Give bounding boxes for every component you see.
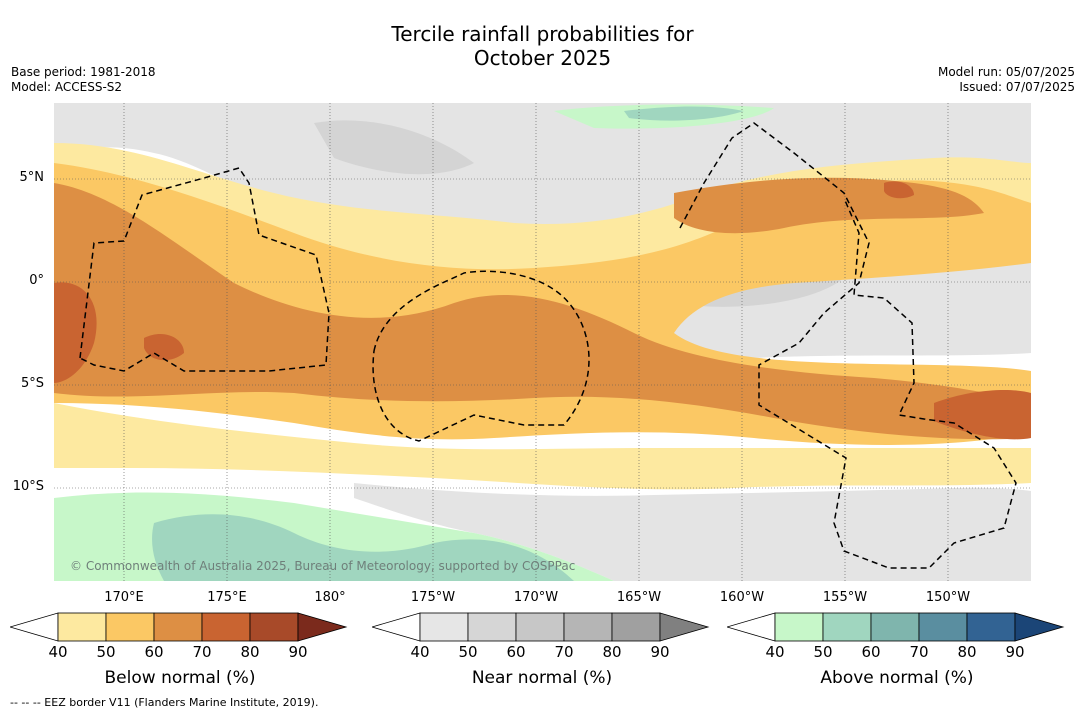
cbar3-tick-90: 90 bbox=[1005, 643, 1025, 661]
cbar3-tick-50: 50 bbox=[813, 643, 833, 661]
below-normal-60 bbox=[54, 183, 1031, 440]
cbar2-tick-40: 40 bbox=[410, 643, 430, 661]
cbar2-tick-60: 60 bbox=[506, 643, 526, 661]
cbar1-tick-50: 50 bbox=[96, 643, 116, 661]
eez-note: -- -- -- EEZ border V11 (Flanders Marine… bbox=[10, 696, 319, 709]
colorbar-below-normal-svg bbox=[8, 612, 348, 642]
lon-tick-155w: 155°W bbox=[822, 590, 868, 605]
rainfall-probability-map bbox=[54, 103, 1031, 581]
cbar1-tick-90: 90 bbox=[288, 643, 308, 661]
lon-tick-175e: 175°E bbox=[207, 590, 247, 605]
meta-left: Base period: 1981-2018 Model: ACCESS-S2 bbox=[11, 65, 156, 95]
lon-tick-180: 180° bbox=[314, 590, 346, 605]
issued-text: Issued: 07/07/2025 bbox=[959, 80, 1075, 94]
cbar3-tick-80: 80 bbox=[957, 643, 977, 661]
map-canvas bbox=[54, 103, 1031, 581]
map-gridlines bbox=[54, 103, 1031, 581]
lat-tick-5n: 5°N bbox=[19, 170, 45, 185]
below-normal-70-north bbox=[884, 181, 914, 199]
lon-tick-150w: 150°W bbox=[925, 590, 971, 605]
lon-tick-160w: 160°W bbox=[719, 590, 765, 605]
cbar1-tick-70: 70 bbox=[192, 643, 212, 661]
cbar2-tick-50: 50 bbox=[458, 643, 478, 661]
below-normal-40-south bbox=[54, 403, 1031, 490]
lon-tick-170e: 170°E bbox=[104, 590, 144, 605]
eez-kiribati-line bbox=[679, 122, 1017, 569]
cbar2-tick-80: 80 bbox=[602, 643, 622, 661]
model-run-text: Model run: 05/07/2025 bbox=[937, 65, 1075, 79]
cbar2-label: Near normal (%) bbox=[471, 668, 613, 688]
lon-tick-175w: 175°W bbox=[410, 590, 456, 605]
colorbar-near-normal-svg bbox=[370, 612, 710, 642]
model-text: Model: ACCESS-S2 bbox=[11, 80, 123, 94]
colorbar-above-normal-svg bbox=[725, 612, 1065, 642]
colorbar-near-normal bbox=[370, 611, 712, 647]
below-normal-70-east bbox=[934, 390, 1031, 440]
chart-title-line2: October 2025 bbox=[473, 46, 612, 70]
lat-tick-5s: 5°S bbox=[20, 376, 44, 391]
eez-tuvalu-tokelau bbox=[372, 270, 590, 442]
lat-tick-0: 0° bbox=[29, 273, 44, 288]
cbar3-label: Above normal (%) bbox=[820, 668, 974, 688]
cbar1-tick-40: 40 bbox=[48, 643, 68, 661]
cbar1-label: Below normal (%) bbox=[104, 668, 256, 688]
cbar2-tick-90: 90 bbox=[650, 643, 670, 661]
cbar1-tick-80: 80 bbox=[240, 643, 260, 661]
meta-right: Model run: 05/07/2025 Issued: 07/07/2025 bbox=[938, 65, 1075, 95]
cbar3-tick-60: 60 bbox=[861, 643, 881, 661]
colorbar-above-normal bbox=[725, 611, 1067, 647]
copyright-text: © Commonwealth of Australia 2025, Bureau… bbox=[70, 559, 576, 573]
cbar2-tick-70: 70 bbox=[554, 643, 574, 661]
near-normal-north-core bbox=[314, 120, 474, 175]
lon-tick-165w: 165°W bbox=[616, 590, 662, 605]
base-period-text: Base period: 1981-2018 bbox=[11, 65, 156, 79]
colorbar-below-normal bbox=[8, 611, 350, 647]
cbar3-tick-70: 70 bbox=[909, 643, 929, 661]
eez-borders bbox=[79, 122, 1017, 569]
above-normal-north-core bbox=[624, 106, 744, 121]
near-normal-south bbox=[354, 483, 1031, 581]
above-normal-south-core bbox=[152, 514, 574, 581]
cbar1-tick-60: 60 bbox=[144, 643, 164, 661]
cbar3-tick-40: 40 bbox=[765, 643, 785, 661]
lon-tick-170w: 170°W bbox=[513, 590, 559, 605]
lat-tick-10s: 10°S bbox=[12, 479, 44, 494]
chart-title-line1: Tercile rainfall probabilities for bbox=[391, 22, 694, 46]
